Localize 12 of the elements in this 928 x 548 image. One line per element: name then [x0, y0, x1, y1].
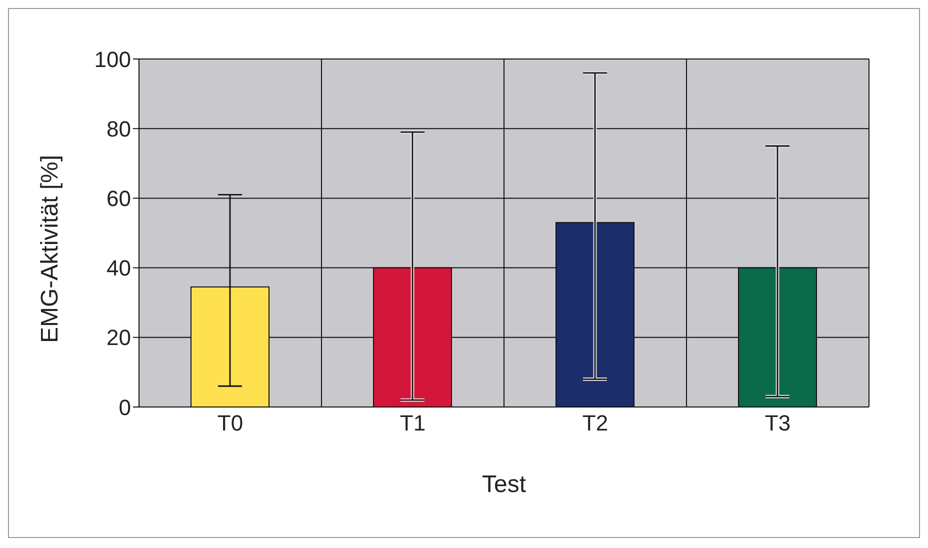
x-tick-label: T3: [764, 410, 791, 436]
y-tick-label: 0: [118, 394, 131, 420]
x-tick-label: T2: [582, 410, 608, 436]
y-tick-label: 80: [106, 116, 131, 142]
x-tick-label: T0: [217, 410, 244, 436]
y-tick-label: 60: [106, 186, 131, 212]
y-tick-label: 100: [94, 46, 131, 72]
y-tick-label: 40: [106, 256, 131, 281]
y-tick-label: 20: [106, 325, 131, 350]
x-tick-label: T1: [400, 410, 426, 436]
x-axis-title: Test: [482, 471, 526, 498]
y-axis-title: EMG-Aktivität [%]: [36, 154, 64, 343]
